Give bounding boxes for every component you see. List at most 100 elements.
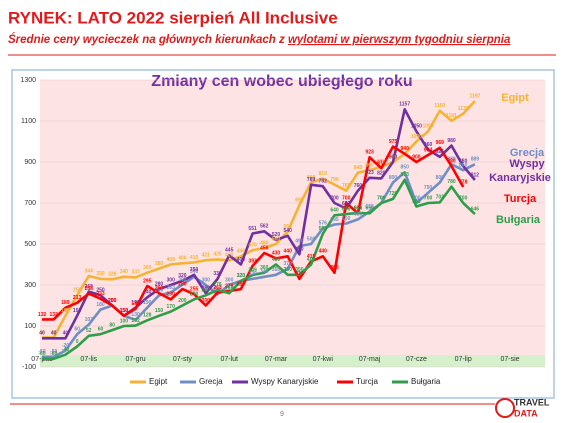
x-tick-label: 07-sie [500, 356, 519, 363]
data-label: 877 [377, 159, 386, 165]
data-label: 150 [73, 308, 82, 314]
y-tick-label: 900 [24, 159, 36, 166]
y-tick-label: -100 [22, 364, 36, 371]
data-label: 456 [260, 245, 269, 251]
data-label: 425 [213, 252, 222, 258]
data-label: 350 [272, 267, 281, 273]
bottom-band [40, 355, 545, 367]
data-label: 600 [342, 216, 351, 222]
data-label: 255 [213, 287, 222, 293]
data-label: 107 [85, 317, 94, 323]
data-label: -20 [62, 343, 69, 349]
data-label: 349 [248, 267, 257, 273]
logo-top: TRAVEL [514, 397, 550, 407]
data-label: 500 [272, 236, 281, 242]
data-label: 255 [190, 287, 199, 293]
data-label: 170 [167, 304, 176, 310]
data-label: 150 [61, 308, 70, 314]
data-label: 400 [307, 257, 316, 263]
data-label: -60 [50, 351, 57, 357]
data-label: 430 [272, 251, 281, 257]
data-label: 320 [237, 273, 246, 279]
data-label: 150 [120, 308, 129, 314]
data-label: 360 [260, 265, 269, 271]
data-label: 320 [237, 273, 246, 279]
data-label: 1150 [434, 103, 445, 109]
data-label: 925 [436, 149, 445, 155]
data-label: 185 [131, 301, 140, 307]
data-label: 620 [354, 212, 363, 218]
data-label: 969 [436, 140, 445, 146]
data-label: 330 [295, 271, 304, 277]
data-label: 80 [109, 322, 115, 328]
data-label: 260 [202, 286, 211, 292]
y-tick-label: 1100 [21, 118, 36, 125]
data-label: -50 [50, 349, 57, 355]
data-label: 640 [330, 208, 339, 214]
data-label: 200 [108, 298, 117, 304]
data-label: 330 [248, 271, 257, 277]
data-label: 40 [51, 331, 57, 337]
data-label: 400 [272, 257, 281, 263]
y-tick-label: 500 [24, 241, 36, 248]
data-label: 980 [447, 138, 456, 144]
data-label: 250 [73, 288, 82, 294]
data-label: 790 [330, 177, 339, 183]
data-label: 60 [98, 327, 104, 333]
data-label: 819 [319, 171, 328, 177]
legend-label: Wyspy Kanaryjskie [251, 377, 319, 386]
data-label: 233 [96, 291, 105, 297]
data-label: 900 [389, 154, 398, 160]
side-label: Grecja [510, 147, 545, 159]
data-label: 340 [120, 269, 129, 275]
data-label: -40 [62, 347, 69, 353]
data-label: 302 [178, 277, 187, 283]
data-label: 258 [85, 286, 94, 292]
data-label: 880 [459, 158, 468, 164]
side-label: Wyspy [509, 158, 545, 170]
data-label: 263 [213, 285, 222, 291]
data-label: -50 [38, 349, 45, 355]
data-label: 400 [237, 257, 246, 263]
data-label: 400 [167, 257, 176, 263]
data-label: 420 [225, 253, 234, 259]
data-label: 280 [155, 281, 164, 287]
x-tick-label: 07-mar [265, 356, 288, 363]
data-label: 44 [51, 330, 57, 336]
data-label: 150 [120, 308, 129, 314]
data-label: 760 [342, 183, 351, 189]
data-label: 860 [365, 163, 374, 169]
side-label: Egipt [501, 92, 529, 104]
data-label: 330 [96, 271, 105, 277]
chart-title: Zmiany cen wobec ubiegłego roku [151, 73, 412, 90]
data-label: 940 [401, 146, 410, 152]
data-label: 250 [96, 288, 105, 294]
data-label: 132 [50, 312, 59, 318]
data-label: 276 [213, 282, 222, 288]
data-label: 673 [342, 201, 351, 207]
data-label: 960 [424, 142, 433, 148]
data-label: 700 [412, 195, 421, 201]
data-label: 562 [260, 224, 269, 230]
data-label: 150 [120, 308, 129, 314]
data-label: 320 [178, 273, 187, 279]
data-label: 379 [284, 261, 293, 267]
data-label: 646 [342, 206, 351, 212]
page-number: 9 [280, 411, 284, 418]
data-label: 923 [365, 150, 374, 156]
data-label: 650 [354, 206, 363, 212]
data-label: 300 [167, 277, 176, 283]
data-label: 560 [284, 224, 293, 230]
data-label: 813 [401, 172, 410, 178]
data-label: 651 [354, 205, 363, 211]
data-label: 410 [190, 255, 199, 261]
side-label: Turcja [504, 193, 537, 205]
data-label: 690 [295, 197, 304, 203]
subtitle-underlined: wylotami w pierwszym tygodniu sierpnia [288, 34, 511, 46]
x-tick-label: 07-lis [80, 356, 97, 363]
data-label: 102 [131, 318, 140, 324]
data-label: 646 [471, 206, 480, 212]
data-label: 200 [108, 298, 117, 304]
data-label: 700 [424, 195, 433, 201]
data-label: 250 [155, 288, 164, 294]
